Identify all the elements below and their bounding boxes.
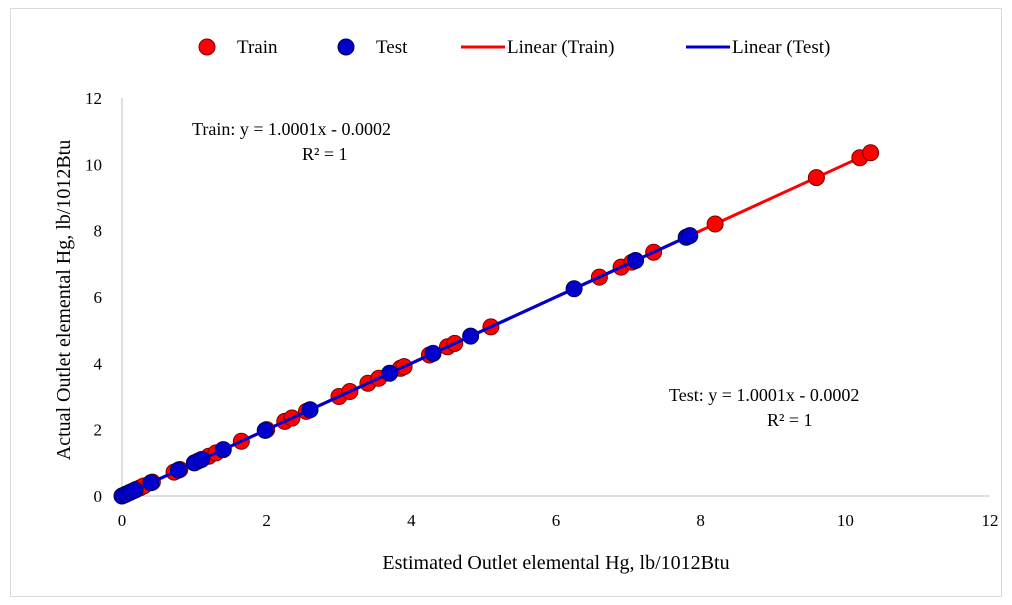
test-equation-label: Test: y = 1.0001x - 0.0002 (669, 385, 859, 405)
x-tick-label: 2 (262, 511, 271, 530)
legend-label-linear-train: Linear (Train) (507, 37, 614, 58)
x-tick-label: 0 (118, 511, 127, 530)
legend-label-train: Train (237, 37, 278, 58)
y-tick-label: 0 (94, 487, 103, 506)
x-tick-label: 12 (982, 511, 999, 530)
legend-marker-train (198, 38, 216, 56)
y-tick-label: 10 (85, 155, 102, 174)
x-tick-label: 8 (696, 511, 705, 530)
train-equation-label: Train: y = 1.0001x - 0.0002 (192, 119, 391, 139)
train-point (807, 169, 825, 187)
legend-label-test: Test (376, 37, 408, 58)
y-tick-label: 6 (94, 288, 103, 307)
train-r2-label: R² = 1 (302, 144, 348, 164)
x-tick-label: 6 (552, 511, 561, 530)
y-tick-label: 8 (94, 222, 103, 241)
x-tick-label: 10 (837, 511, 854, 530)
chart-frame (10, 8, 1002, 597)
y-tick-label: 4 (94, 354, 103, 373)
train-point (862, 144, 880, 162)
trendline-linear-test-overlay (121, 234, 691, 498)
y-axis-title: Actual Outlet elemental Hg, lb/1012Btu (53, 140, 75, 461)
legend: Train Test Linear (Train) Linear (Test) (198, 37, 830, 58)
data-points (113, 144, 880, 505)
legend-label-linear-test: Linear (Test) (732, 37, 830, 58)
y-tick-label: 12 (85, 89, 102, 108)
x-tick-label: 4 (407, 511, 416, 530)
x-tick-labels: 0 2 4 6 8 10 12 (118, 511, 999, 530)
y-tick-labels: 0 2 4 6 8 10 12 (85, 89, 103, 506)
x-axis-title: Estimated Outlet elemental Hg, lb/1012Bt… (382, 552, 729, 574)
y-tick-label: 2 (94, 421, 103, 440)
legend-marker-test (337, 38, 355, 56)
test-r2-label: R² = 1 (767, 410, 813, 430)
train-point (706, 215, 724, 233)
